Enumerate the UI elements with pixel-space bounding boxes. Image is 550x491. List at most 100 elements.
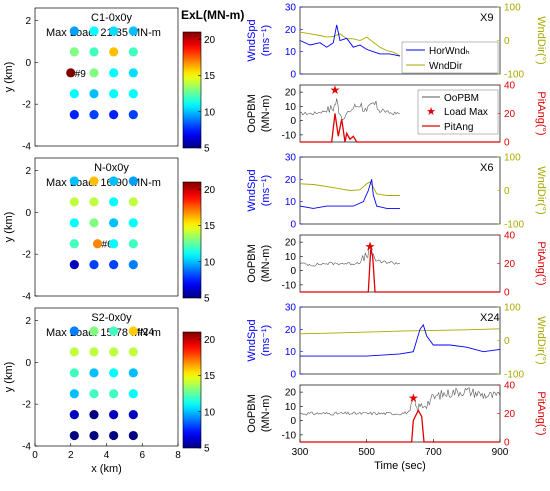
- wnddir-line: [299, 328, 501, 335]
- moment-yunit: (MN-m): [260, 95, 272, 132]
- turbine-point: [69, 389, 79, 399]
- turbine-point: [109, 89, 119, 99]
- pitch-tick-label: 0: [504, 138, 510, 149]
- wind-tick-label: 20: [285, 175, 297, 186]
- turbine-point: [109, 68, 119, 78]
- time-tick-label: 500: [358, 447, 375, 458]
- y-tick-label: 0: [25, 208, 31, 219]
- map-max-load: Max Load: 21.35 MN-m: [46, 27, 161, 39]
- legend-oopbm-label: OoPBM: [444, 93, 479, 104]
- colorbar-tick-label: 10: [204, 107, 216, 118]
- turbine-point: [69, 260, 79, 270]
- moment-tick-label: 0: [290, 416, 296, 427]
- pitch-tick-label: 40: [504, 81, 516, 92]
- pitang-line: [300, 113, 500, 143]
- load-max-star: ★: [365, 240, 376, 254]
- x-tick-label: 0: [32, 450, 38, 461]
- turbine-point: [69, 368, 79, 378]
- turbine-point: [89, 218, 99, 228]
- turbine-point: [109, 410, 119, 420]
- time-tick-label: 900: [492, 447, 509, 458]
- colorbar-tick-label: 10: [204, 257, 216, 268]
- colorbar-tick-label: 15: [204, 71, 216, 82]
- pitch-tick-label: 0: [504, 438, 510, 449]
- turbine-point: [109, 326, 119, 336]
- legend-star-label: Load Max: [444, 107, 488, 118]
- turbine-point: [69, 430, 79, 441]
- turbine-point: [109, 110, 119, 120]
- colorbar-bar: [182, 31, 202, 149]
- oopbm-line: [299, 241, 401, 267]
- moment-ylabel: OoPBM: [246, 394, 258, 433]
- wind-panel-frame: [299, 306, 501, 375]
- wind-tick-label: 30: [285, 153, 297, 164]
- map-title: N-0x0y: [94, 162, 129, 174]
- pitch-ylabel: PitAng(°): [535, 91, 547, 135]
- turbine-point: [128, 218, 138, 228]
- moment-tick-label: 10: [285, 252, 297, 263]
- dir-tick-label: 0: [504, 186, 510, 197]
- y-tick-label: 0: [25, 58, 31, 69]
- turbine-point: [109, 389, 119, 399]
- turbine-point: [128, 110, 138, 120]
- pitch-tick-label: 40: [504, 381, 516, 392]
- turbine-point: [89, 389, 99, 399]
- turbine-point: [89, 68, 99, 78]
- y-tick-label: -2: [22, 100, 31, 111]
- turbine-point: [69, 410, 79, 420]
- turbine-point: [128, 260, 138, 270]
- moment-ylabel: OoPBM: [246, 94, 258, 133]
- map-ylabel: y (km): [3, 362, 15, 393]
- wind-yunit: (ms⁻¹): [260, 25, 272, 56]
- wind-legend: [401, 41, 499, 74]
- pitch-tick-label: 20: [504, 109, 516, 120]
- turbine-point: [69, 347, 79, 357]
- pitch-tick-label: 20: [504, 409, 516, 420]
- y-tick-label: 2: [25, 166, 31, 177]
- pitch-tick-label: 0: [504, 288, 510, 299]
- dir-ylabel: WndDir(°): [535, 16, 547, 64]
- oopbm-line: [299, 387, 501, 416]
- dir-ylabel: WndDir(°): [535, 316, 547, 364]
- colorbar-tick-label: 20: [204, 335, 216, 346]
- dir-tick-label: 100: [504, 153, 521, 164]
- colorbar-tick-label: 5: [204, 144, 210, 155]
- turbine-point: [128, 47, 138, 57]
- colorbar-tick-label: 15: [204, 371, 216, 382]
- turbine-point: [69, 89, 79, 99]
- colorbar: ExL(MN-m) 5 10 15 20 5 10 15 20 5 10 15 20: [181, 8, 244, 455]
- wind-yunit: (ms⁻¹): [260, 175, 272, 206]
- moment-tick-label: 10: [285, 102, 297, 113]
- pitch-ylabel: PitAng(°): [535, 391, 547, 435]
- turbine-point: [128, 410, 138, 420]
- turbine-point: [69, 197, 79, 207]
- wind-tick-label: 20: [285, 25, 297, 36]
- wind-ylabel: WndSpd: [246, 169, 258, 211]
- moment-yunit: (MN-m): [260, 395, 272, 432]
- turbine-label: X9: [480, 12, 493, 24]
- map-ylabel: y (km): [3, 212, 15, 243]
- wind-tick-label: 20: [285, 325, 297, 336]
- dir-tick-label: 100: [504, 303, 521, 314]
- map-frame: [34, 7, 179, 147]
- moment-yunit: (MN-m): [260, 245, 272, 282]
- moment-tick-label: 10: [285, 402, 297, 413]
- turbine-point: [89, 430, 99, 441]
- wind-tick-label: 30: [285, 303, 297, 314]
- legend-star-swatch: ★: [426, 106, 436, 118]
- dir-tick-label: -100: [504, 70, 524, 81]
- moment-tick-label: 20: [285, 88, 297, 99]
- turbine-point: [89, 110, 99, 120]
- y-tick-label: -2: [22, 250, 31, 261]
- turbine-point: [128, 26, 138, 36]
- load-max-star: ★: [408, 391, 419, 405]
- wind-yunit: (ms⁻¹): [260, 325, 272, 356]
- colorbar-tick-label: 20: [204, 185, 216, 196]
- moment-tick-label: -10: [282, 130, 297, 141]
- y-tick-label: 2: [25, 316, 31, 327]
- pitang-line: [300, 249, 500, 293]
